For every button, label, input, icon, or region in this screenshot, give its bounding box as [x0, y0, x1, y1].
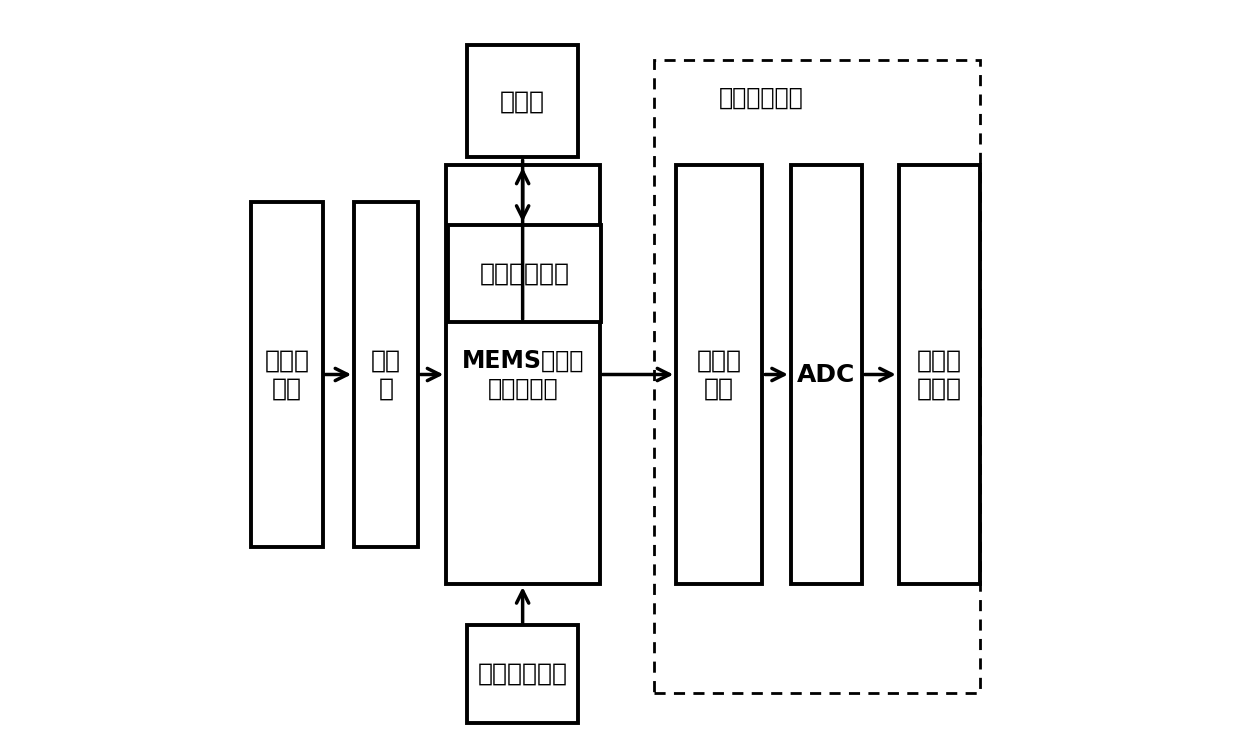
Bar: [448, 225, 601, 322]
Text: 放大运算电路: 放大运算电路: [719, 85, 804, 109]
Text: 阵列选通开关: 阵列选通开关: [480, 261, 569, 285]
Bar: [446, 165, 600, 584]
Bar: [791, 165, 862, 584]
Text: 脉冲恒流单元: 脉冲恒流单元: [477, 662, 568, 686]
Bar: [653, 60, 980, 693]
Bar: [676, 165, 763, 584]
Text: 斩波
器: 斩波 器: [371, 348, 401, 401]
Bar: [252, 202, 322, 547]
Bar: [899, 165, 980, 584]
Text: MEMS非制冷
红外探测器: MEMS非制冷 红外探测器: [461, 348, 584, 401]
Text: 数据处
理模块: 数据处 理模块: [916, 348, 961, 401]
Text: 运算放
大器: 运算放 大器: [697, 348, 742, 401]
Text: 黑体辐
射源: 黑体辐 射源: [264, 348, 310, 401]
Bar: [355, 202, 418, 547]
Text: 电压源: 电压源: [500, 89, 546, 113]
Bar: [467, 625, 578, 723]
Text: ADC: ADC: [797, 363, 856, 386]
Bar: [467, 45, 578, 157]
